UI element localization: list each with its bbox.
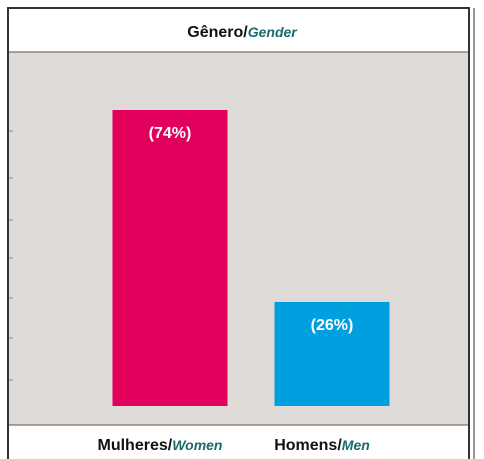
bar [112,110,228,406]
x-tick-label: Mulheres/Women [98,437,223,455]
chart-title: Gênero/Gender [187,24,298,42]
x-tick-label: Homens/Men [274,437,370,455]
plot-area [9,52,468,425]
value-label: (74%) [149,125,192,142]
bar [274,302,390,406]
value-label: (26%) [311,317,354,334]
frame [7,7,470,459]
